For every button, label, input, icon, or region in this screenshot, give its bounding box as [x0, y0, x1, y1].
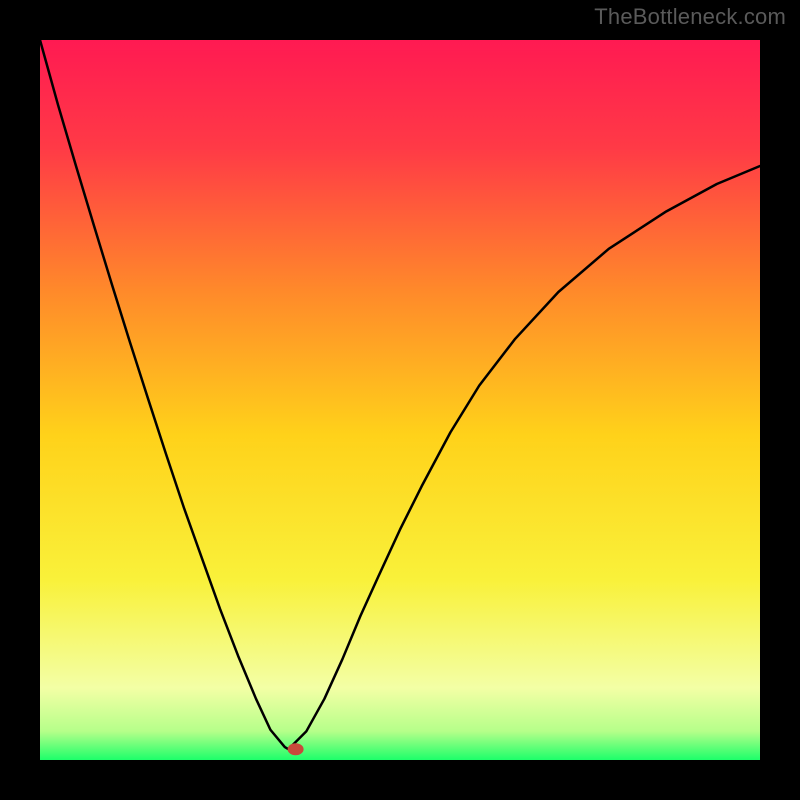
chart-svg — [0, 0, 800, 800]
optimal-point-marker — [288, 743, 304, 755]
watermark-text: TheBottleneck.com — [594, 4, 786, 30]
bottleneck-chart — [0, 0, 800, 800]
